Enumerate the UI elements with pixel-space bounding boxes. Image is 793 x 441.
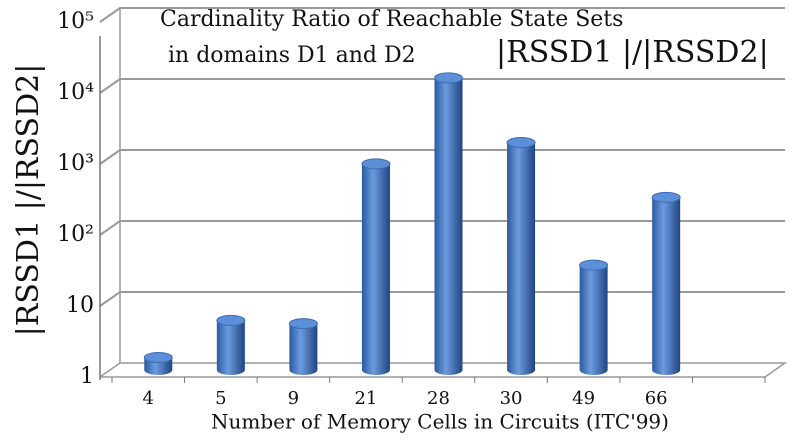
bar-part — [361, 158, 391, 170]
y-tick-label: 10 — [66, 293, 94, 318]
x-tick-label: 9 — [288, 388, 299, 409]
x-tick-label: 30 — [500, 388, 523, 409]
y-tick-label: 1 — [80, 364, 94, 389]
bar-part — [434, 72, 463, 84]
chart-title: in domains D1 and D2 — [168, 43, 416, 68]
y-tick-label: 10³ — [57, 151, 94, 176]
bar — [143, 351, 173, 375]
x-tick-label: 5 — [215, 388, 226, 409]
title-formula: |RSSD1 |/|RSSD2| — [496, 35, 769, 70]
bar-part — [652, 197, 681, 375]
bar — [288, 318, 318, 375]
bar — [651, 191, 681, 375]
bar-part — [506, 137, 536, 149]
y-tick-label: 10⁴ — [57, 80, 94, 105]
bar — [434, 72, 463, 375]
grid-line — [99, 362, 788, 378]
bar-part — [288, 318, 318, 330]
y-tick-label: 10⁵ — [57, 9, 94, 34]
bar — [216, 314, 246, 375]
x-tick-label: 66 — [645, 388, 668, 409]
x-axis-label: Number of Memory Cells in Circuits (ITC'… — [211, 410, 669, 434]
bar-part — [507, 142, 536, 375]
x-tick-label: 21 — [354, 388, 377, 409]
bar-part — [361, 163, 390, 375]
bar-part — [289, 323, 318, 375]
y-tick-label: 10² — [57, 222, 94, 247]
bar-part — [651, 191, 681, 203]
bar-part — [434, 77, 463, 375]
bar-part — [216, 314, 246, 326]
y-axis-label: |RSSD1 |/|RSSD2| — [11, 64, 46, 337]
bar-part — [579, 259, 609, 271]
bar — [506, 137, 536, 375]
bar-part — [143, 351, 173, 363]
chart-title: Cardinality Ratio of Reachable State Set… — [160, 7, 623, 32]
bar — [579, 259, 609, 375]
x-tick-label: 28 — [427, 388, 450, 409]
bar-part — [579, 265, 608, 375]
bar — [361, 158, 391, 375]
x-tick-label: 4 — [143, 388, 154, 409]
x-tick-label: 49 — [572, 388, 595, 409]
bar-part — [216, 320, 245, 375]
